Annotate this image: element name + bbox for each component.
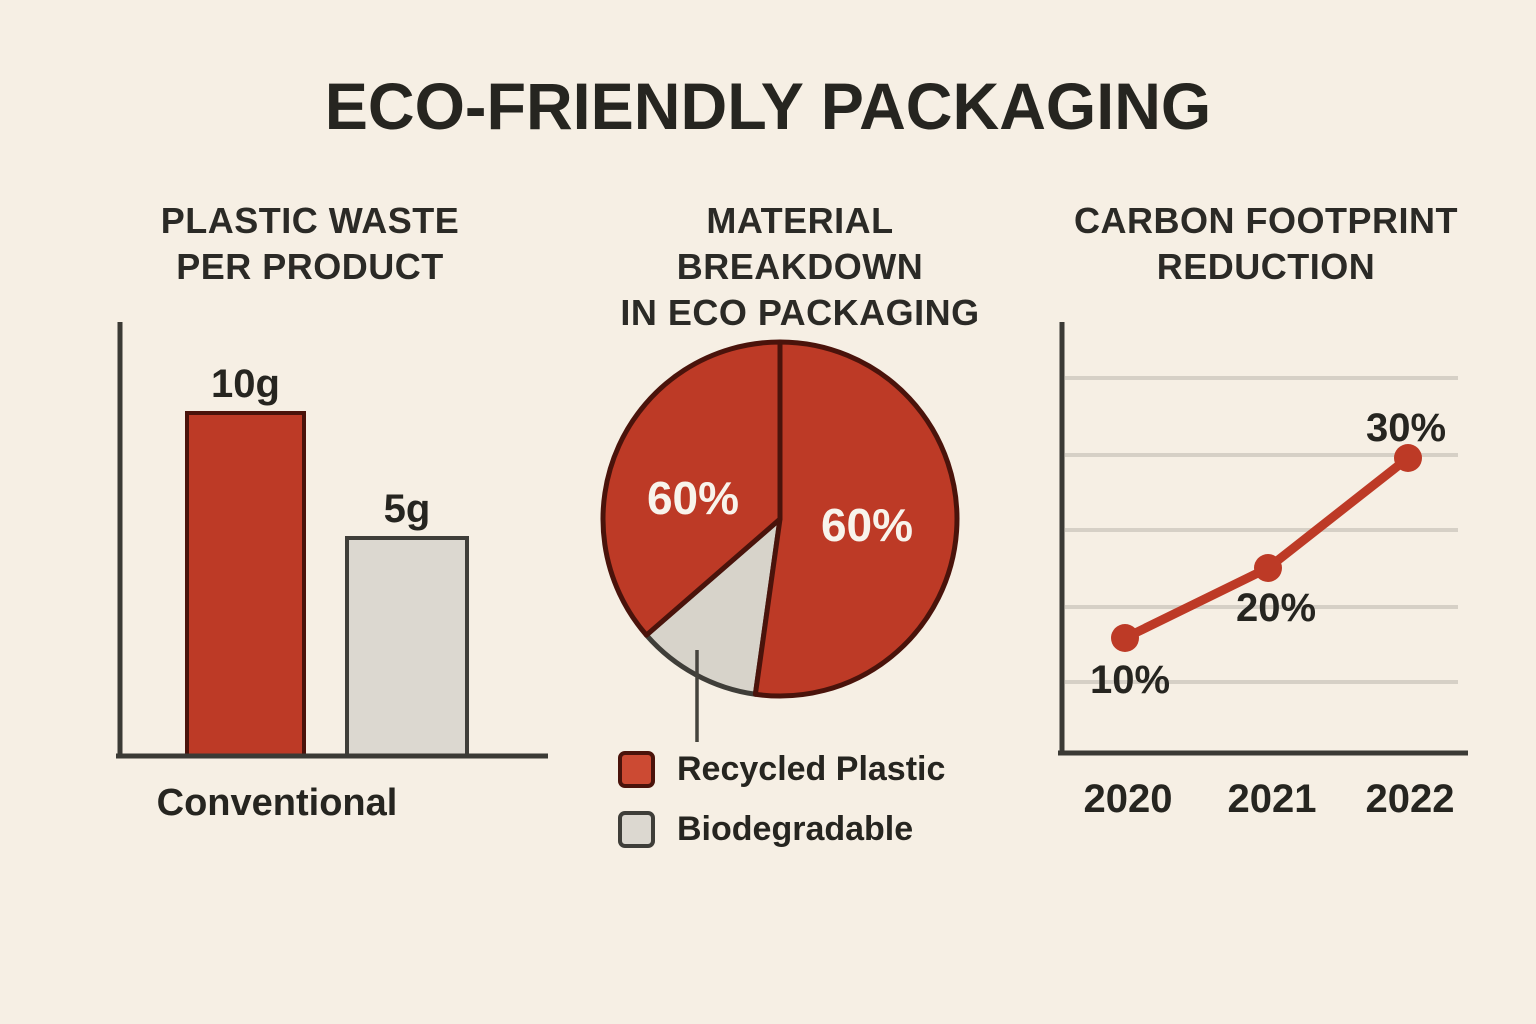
pie-slice-label-2: 60% bbox=[647, 472, 739, 524]
point-label-2: 30% bbox=[1366, 406, 1446, 450]
bar-value-label-1: 5g bbox=[384, 487, 431, 531]
data-point-0 bbox=[1111, 624, 1139, 652]
data-point-2 bbox=[1394, 444, 1422, 472]
pie-slice-0 bbox=[752, 339, 960, 699]
material-breakdown-title: MATERIAL BREAKDOWN IN ECO PACKAGING bbox=[580, 198, 1020, 336]
carbon-footprint-title-line-2: REDUCTION bbox=[1156, 246, 1376, 287]
plastic-waste-bar-chart: 10g 5g Conventional bbox=[116, 322, 548, 824]
plastic-waste-title: PLASTIC WASTE PER PRODUCT bbox=[100, 198, 520, 290]
pie-slice-label-0: 60% bbox=[821, 499, 913, 551]
material-breakdown-title-line-1: MATERIAL BREAKDOWN bbox=[676, 200, 924, 287]
material-breakdown-pie-chart: 60% 60% bbox=[600, 339, 960, 742]
x-tick-label-0: 2020 bbox=[1084, 777, 1173, 821]
legend-label-biodegradable: Biodegradable bbox=[677, 810, 914, 848]
point-label-1: 20% bbox=[1236, 586, 1316, 630]
x-tick-label-1: 2021 bbox=[1228, 777, 1317, 821]
carbon-footprint-title-line-1: CARBON FOOTPRINT bbox=[1074, 200, 1458, 241]
legend-swatch-recycled-plastic bbox=[618, 751, 655, 788]
legend-swatch-biodegradable bbox=[618, 811, 655, 848]
legend-label-recycled-plastic: Recycled Plastic bbox=[677, 750, 946, 788]
pie-legend: Recycled Plastic Biodegradable bbox=[618, 750, 945, 849]
bar-1 bbox=[345, 536, 469, 758]
material-breakdown-title-line-2: IN ECO PACKAGING bbox=[620, 292, 980, 333]
plastic-waste-title-line-1: PLASTIC WASTE bbox=[160, 200, 460, 241]
legend-item-biodegradable: Biodegradable bbox=[618, 810, 945, 849]
bar-0 bbox=[185, 411, 306, 758]
pie-slice-2 bbox=[600, 339, 783, 638]
plastic-waste-title-line-2: PER PRODUCT bbox=[176, 246, 444, 287]
x-tick-label-2: 2022 bbox=[1366, 777, 1455, 821]
carbon-footprint-line-chart: 10% 20% 30% 2020 2021 2022 bbox=[1058, 322, 1468, 821]
data-point-1 bbox=[1254, 554, 1282, 582]
legend-item-recycled-plastic: Recycled Plastic bbox=[618, 750, 945, 789]
point-label-0: 10% bbox=[1090, 658, 1170, 702]
bar-value-label-0: 10g bbox=[211, 362, 280, 406]
page-title: ECO-FRIENDLY PACKAGING bbox=[324, 69, 1212, 143]
carbon-footprint-title: CARBON FOOTPRINT REDUCTION bbox=[1048, 198, 1484, 290]
x-axis-category-label: Conventional bbox=[157, 782, 398, 824]
